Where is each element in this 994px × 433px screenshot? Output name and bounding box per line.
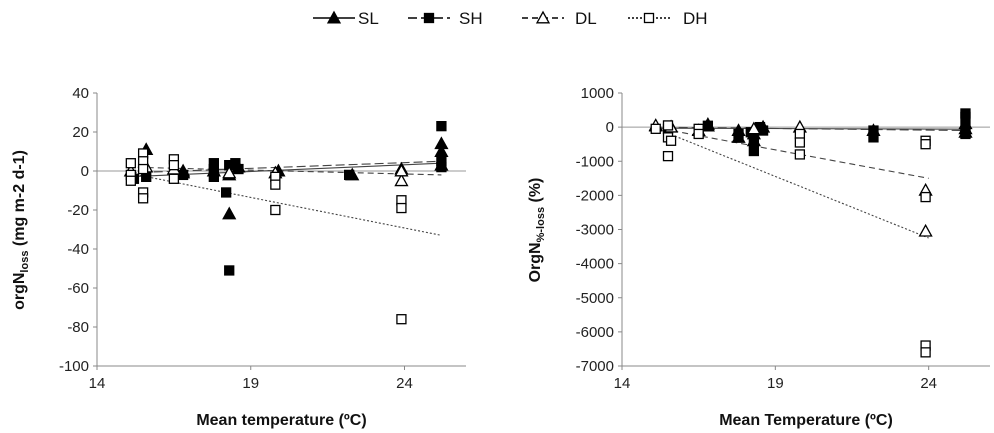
data-point-dl: [394, 173, 409, 187]
trendline-dh: [127, 172, 442, 236]
data-point-dh: [137, 193, 149, 204]
y-tick-label: -7000: [576, 358, 614, 375]
data-point-dh: [270, 179, 281, 190]
y-tick-label: -5000: [576, 290, 614, 307]
data-point-sh: [436, 161, 447, 173]
y-tick-label: 0: [81, 163, 89, 180]
data-point-sh: [224, 265, 235, 276]
y-tick-label: 40: [72, 85, 89, 102]
x-tick-label: 24: [396, 375, 413, 392]
data-point-dl: [918, 223, 933, 237]
data-point-sh: [733, 128, 744, 140]
data-point-dh: [665, 135, 677, 146]
y-tick-label: -80: [67, 319, 89, 336]
data-point-dh: [920, 347, 931, 358]
data-point-dh: [137, 163, 149, 175]
data-point-dh: [693, 128, 704, 140]
data-point-sh: [436, 121, 447, 132]
data-point-dl: [222, 165, 237, 179]
data-point-dh: [270, 204, 281, 216]
data-point-sh: [748, 145, 760, 157]
data-point-dh: [794, 137, 806, 148]
data-point-sh: [343, 169, 355, 181]
y-tick-label: -60: [67, 280, 89, 297]
y-tick-label: -6000: [576, 324, 614, 341]
right-panel-orgn-percent-loss: 1000 0 -1000 -2000 -3000 -4000 -5000 -6000 -7000…: [527, 85, 990, 429]
data-point-sh: [177, 169, 189, 181]
data-point-sh: [960, 111, 971, 123]
legend-marker-dh: [643, 12, 655, 24]
data-point-dh: [662, 120, 674, 131]
data-point-sh: [233, 163, 244, 175]
trendline-dl: [652, 126, 929, 179]
data-point-dh: [794, 149, 806, 160]
x-axis-title: Mean temperature (ºC): [196, 412, 366, 429]
y-tick-label: 1000: [581, 85, 614, 102]
legend-marker-dl: [535, 10, 551, 24]
x-tick-label: 24: [920, 375, 937, 392]
data-point-dh: [920, 191, 931, 203]
data-point-dh: [396, 202, 407, 214]
y-tick-label: -100: [59, 358, 89, 375]
y-tick-label: 20: [72, 124, 89, 141]
y-tick-label: -1000: [576, 153, 614, 170]
legend-marker-sl: [326, 10, 342, 24]
data-point-dl: [394, 163, 409, 177]
y-tick-label: -3000: [576, 222, 614, 239]
legend-label-sl: SL: [358, 9, 379, 28]
data-point-sh: [208, 171, 220, 183]
data-point-dh: [662, 150, 674, 162]
data-point-dh: [168, 173, 180, 184]
data-point-dh: [125, 175, 136, 186]
data-point-dh: [396, 314, 407, 325]
data-point-sl: [222, 206, 237, 220]
legend: SL SH DL DH: [313, 9, 708, 28]
x-tick-label: 19: [767, 375, 784, 392]
data-point-sh: [220, 187, 232, 198]
data-point-dh: [794, 128, 806, 140]
x-tick-label: 14: [614, 375, 631, 392]
y-tick-label: -2000: [576, 187, 614, 204]
legend-marker-sh: [423, 12, 435, 24]
x-axis-title: Mean Temperature (ºC): [719, 412, 893, 429]
y-axis-title: OrgN%-loss (%): [527, 178, 547, 283]
trendline-dl: [127, 166, 442, 176]
data-point-dl: [746, 121, 761, 135]
data-point-dh: [168, 159, 180, 171]
y-tick-label: -40: [67, 241, 89, 258]
data-point-dh: [125, 158, 136, 169]
legend-label-sh: SH: [459, 9, 483, 28]
data-point-dh: [920, 139, 931, 150]
x-tick-label: 19: [242, 375, 259, 392]
legend-label-dl: DL: [575, 9, 597, 28]
data-point-sh: [702, 120, 714, 131]
data-point-sh: [748, 135, 760, 146]
x-tick-label: 14: [89, 375, 106, 392]
data-point-sh: [960, 128, 971, 140]
data-point-dh: [650, 123, 661, 134]
y-axis-title: orgNloss (mg m-2 d-1): [11, 150, 31, 310]
y-tick-label: 0: [606, 119, 614, 136]
legend-label-dh: DH: [683, 9, 708, 28]
trendline-dh: [652, 126, 929, 239]
y-tick-label: -20: [67, 202, 89, 219]
y-tick-label: -4000: [576, 256, 614, 273]
data-point-sh: [868, 132, 879, 143]
